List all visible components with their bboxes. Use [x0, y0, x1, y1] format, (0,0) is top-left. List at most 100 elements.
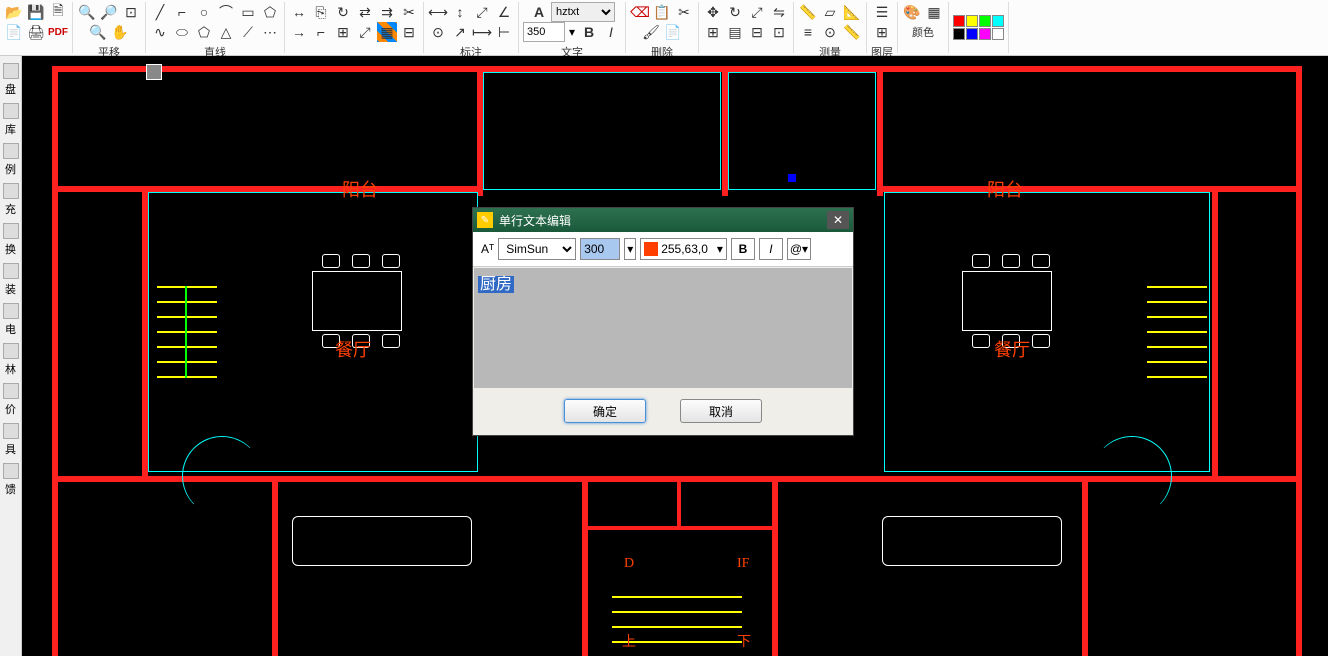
- text-color-button[interactable]: 255,63,0 ▾: [640, 238, 727, 260]
- pline-icon[interactable]: ⌐: [172, 2, 192, 22]
- side-tab[interactable]: 装: [1, 260, 21, 300]
- zoom-out-icon[interactable]: 🔎: [99, 2, 119, 22]
- more-icon[interactable]: ⋯: [260, 22, 280, 42]
- dim-align-icon[interactable]: ⤢: [472, 2, 492, 22]
- poly-icon[interactable]: ⬠: [260, 2, 280, 22]
- rotate2-icon[interactable]: ↻: [725, 2, 745, 22]
- id-icon[interactable]: ⊙: [820, 22, 840, 42]
- selection-grip[interactable]: [146, 64, 162, 80]
- text-content-area[interactable]: 厨房: [474, 268, 852, 388]
- color-swatch[interactable]: [979, 28, 991, 40]
- door-label[interactable]: D: [624, 556, 634, 572]
- paste-icon[interactable]: 📄: [663, 22, 683, 42]
- dist-icon[interactable]: 📏: [798, 2, 818, 22]
- color-swatch[interactable]: [966, 15, 978, 27]
- room-label[interactable]: 餐厅: [335, 336, 371, 362]
- bold-button[interactable]: B: [731, 238, 755, 260]
- dim-h-icon[interactable]: ⟷: [428, 2, 448, 22]
- palette-icon[interactable]: ▦: [924, 2, 944, 22]
- circle-icon[interactable]: ○: [194, 2, 214, 22]
- side-tab[interactable]: 林: [1, 340, 21, 380]
- side-tab[interactable]: 库: [1, 100, 21, 140]
- star-icon[interactable]: △: [216, 22, 236, 42]
- hand-icon[interactable]: ✋: [110, 22, 130, 42]
- ok-button[interactable]: 确定: [564, 399, 646, 423]
- color-swatch[interactable]: [979, 15, 991, 27]
- copy-icon[interactable]: ⎘: [311, 2, 331, 22]
- break-icon[interactable]: ⊟: [399, 22, 419, 42]
- room-label[interactable]: 阳台: [342, 176, 378, 202]
- mirror-icon[interactable]: ⇄: [355, 2, 375, 22]
- spline-icon[interactable]: ∿: [150, 22, 170, 42]
- layer-icon[interactable]: ☰: [872, 2, 892, 22]
- bold-icon[interactable]: B: [579, 22, 599, 42]
- color-swatch[interactable]: [992, 15, 1004, 27]
- divide-icon[interactable]: ⊟: [747, 22, 767, 42]
- color-swatch[interactable]: [953, 28, 965, 40]
- fontsize-input[interactable]: [523, 22, 565, 42]
- pentagon-icon[interactable]: ⬠: [194, 22, 214, 42]
- saveas-icon[interactable]: 🗎: [48, 2, 68, 22]
- layerprop-icon[interactable]: ⊞: [872, 22, 892, 42]
- text-icon[interactable]: A: [529, 2, 549, 22]
- hatch-icon[interactable]: ▦: [377, 22, 397, 42]
- color-swatch[interactable]: [953, 15, 965, 27]
- trim-icon[interactable]: ✂: [399, 2, 419, 22]
- copyprop-icon[interactable]: 📋: [652, 2, 672, 22]
- room-label[interactable]: 阳台: [987, 176, 1023, 202]
- rotate-icon[interactable]: ↻: [333, 2, 353, 22]
- dim-base-icon[interactable]: ⊢: [494, 22, 514, 42]
- symbol-button[interactable]: @▾: [787, 238, 811, 260]
- edit-grip[interactable]: [788, 174, 796, 182]
- line-icon[interactable]: ╱: [150, 2, 170, 22]
- side-tab[interactable]: 馈: [1, 460, 21, 500]
- side-tab[interactable]: 盘: [1, 60, 21, 100]
- door-label[interactable]: IF: [737, 556, 749, 572]
- align-icon[interactable]: ▤: [725, 22, 745, 42]
- dialog-titlebar[interactable]: ✎ 单行文本编辑 ✕: [473, 208, 853, 232]
- color-swatch[interactable]: [966, 28, 978, 40]
- side-tab[interactable]: 例: [1, 140, 21, 180]
- zoom-ext-icon[interactable]: ⊡: [121, 2, 141, 22]
- close-icon[interactable]: ✕: [827, 211, 849, 229]
- room-label[interactable]: 餐厅: [994, 336, 1030, 362]
- color-swatch[interactable]: [992, 28, 1004, 40]
- scale2-icon[interactable]: ⤢: [747, 2, 767, 22]
- arc-icon[interactable]: ⌒: [216, 2, 236, 22]
- leader-icon[interactable]: ↗: [450, 22, 470, 42]
- fillet-icon[interactable]: ⌐: [311, 22, 331, 42]
- eraser-icon[interactable]: ⌫: [630, 2, 650, 22]
- print-icon[interactable]: 🖨: [26, 22, 46, 42]
- side-tab[interactable]: 换: [1, 220, 21, 260]
- move2-icon[interactable]: ✥: [703, 2, 723, 22]
- array2-icon[interactable]: ⊞: [703, 22, 723, 42]
- zoom-in-icon[interactable]: 🔍: [77, 2, 97, 22]
- side-tab[interactable]: 充: [1, 180, 21, 220]
- side-tab[interactable]: 具: [1, 420, 21, 460]
- scale-icon[interactable]: ⤢: [355, 22, 375, 42]
- zoom-win-icon[interactable]: 🔍: [88, 22, 108, 42]
- list-icon[interactable]: ≡: [798, 22, 818, 42]
- rect-icon[interactable]: ▭: [238, 2, 258, 22]
- ellipse-icon[interactable]: ⬭: [172, 22, 192, 42]
- dim-v-icon[interactable]: ↕: [450, 2, 470, 22]
- colorwheel-icon[interactable]: 🎨: [902, 2, 922, 22]
- side-tab[interactable]: 电: [1, 300, 21, 340]
- match-icon[interactable]: 🖌: [641, 22, 661, 42]
- open-icon[interactable]: 📂: [4, 2, 24, 22]
- italic-button[interactable]: I: [759, 238, 783, 260]
- dim-cont-icon[interactable]: ⟼: [472, 22, 492, 42]
- offset-icon[interactable]: ⇉: [377, 2, 397, 22]
- dim-ang-icon[interactable]: ∠: [494, 2, 514, 22]
- save-icon[interactable]: 💾: [26, 2, 46, 22]
- font-select[interactable]: hztxt: [551, 2, 615, 22]
- area-icon[interactable]: ▱: [820, 2, 840, 22]
- cutprop-icon[interactable]: ✂: [674, 2, 694, 22]
- door-label[interactable]: 上: [622, 631, 636, 651]
- new-icon[interactable]: 📄: [4, 22, 24, 42]
- font-size-input[interactable]: [580, 238, 620, 260]
- angle-icon[interactable]: 📐: [842, 2, 862, 22]
- italic-icon[interactable]: I: [601, 22, 621, 42]
- curve-icon[interactable]: ⟋: [238, 22, 258, 42]
- mirror2-icon[interactable]: ⇋: [769, 2, 789, 22]
